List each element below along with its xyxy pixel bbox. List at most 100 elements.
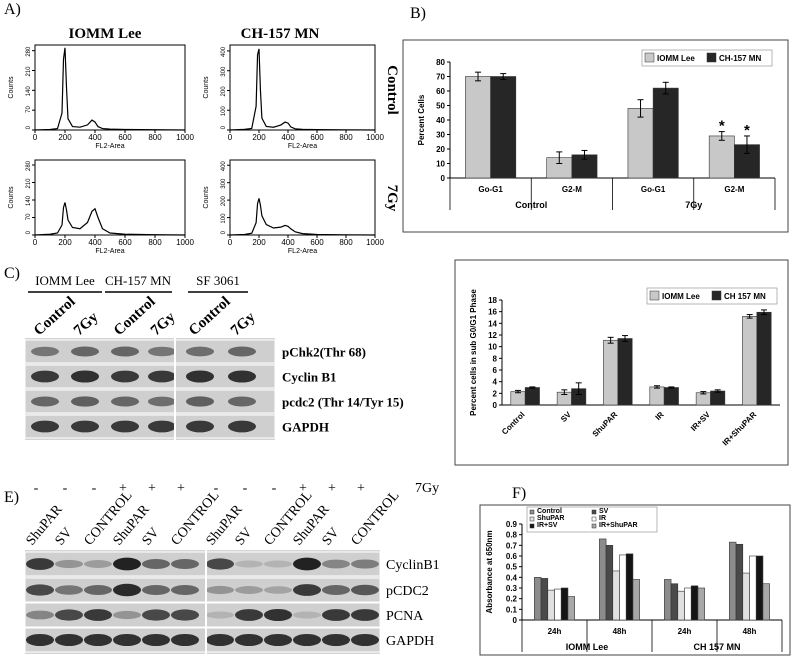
histogram-line — [229, 48, 376, 131]
treatment-sign: - — [243, 481, 248, 496]
band — [55, 559, 83, 569]
legend-label: SV — [599, 508, 609, 515]
x-axis-label: FL2-Area — [95, 248, 124, 255]
band — [142, 585, 170, 595]
bar — [627, 108, 654, 179]
band — [206, 558, 234, 570]
band — [26, 558, 54, 570]
plot-frame — [229, 159, 376, 236]
y-tick-label: 12 — [488, 331, 497, 340]
group-title: CH-157 MN — [105, 273, 172, 288]
x-tick-label: 600 — [118, 238, 132, 247]
x-tick-label: 1000 — [176, 133, 194, 142]
y-tick-label: 70 — [436, 73, 445, 82]
bar — [735, 543, 744, 621]
y-tick-label: 60 — [436, 87, 445, 96]
bar — [652, 87, 679, 179]
x-axis-label: FL2-Area — [288, 248, 317, 255]
band — [55, 585, 83, 595]
legend-swatch — [649, 290, 660, 301]
y-axis-label: Counts — [8, 186, 15, 209]
error-bar — [718, 131, 725, 141]
y-tick-label: 0.4 — [506, 573, 518, 582]
band — [55, 633, 83, 647]
bar — [649, 386, 665, 406]
x-tick-label: 800 — [148, 238, 162, 247]
x-tick-label: 600 — [118, 133, 132, 142]
y-tick-label: 8 — [493, 354, 498, 363]
legend-label: IR+ShuPAR — [599, 522, 638, 529]
y-tick-label: 70 — [26, 106, 32, 113]
x-tick-label: 1000 — [366, 133, 384, 142]
y-tick-label: 0 — [221, 230, 227, 234]
error-bar — [556, 151, 563, 164]
bar — [742, 572, 750, 621]
band — [228, 396, 256, 407]
plot-frame — [34, 44, 186, 131]
group-label: Control — [515, 200, 547, 210]
y-tick-label: 210 — [26, 178, 32, 189]
legend-swatch — [529, 516, 535, 522]
error-bar — [746, 314, 753, 319]
band — [148, 346, 176, 357]
row-title: 7Gy — [384, 185, 400, 212]
bar — [617, 338, 633, 406]
band-label: CyclinB1 — [386, 558, 440, 573]
error-bar — [761, 309, 768, 316]
y-tick-label: 0.9 — [506, 520, 518, 529]
band — [148, 420, 176, 433]
band — [293, 557, 321, 571]
x-tick-label: 400 — [88, 133, 102, 142]
y-tick-label: 0 — [26, 230, 32, 234]
y-tick-label: 0 — [441, 174, 446, 183]
x-tick-label: 200 — [252, 238, 266, 247]
y-tick-label: 80 — [436, 58, 445, 67]
band — [148, 370, 176, 383]
band — [171, 609, 199, 621]
group-label: IOMM Lee — [566, 642, 609, 652]
treatment-sign: - — [34, 481, 39, 496]
error-bar — [662, 81, 669, 95]
x-tick-label: 48h — [613, 627, 627, 636]
legend-swatch — [706, 52, 717, 63]
legend-label: CH 157 MN — [724, 292, 766, 301]
legend-swatch — [529, 523, 535, 529]
y-tick-label: 70 — [26, 213, 32, 220]
bar — [465, 76, 491, 179]
y-tick-label: 18 — [488, 296, 497, 305]
band — [71, 396, 99, 407]
bar — [756, 311, 772, 406]
band — [111, 420, 139, 433]
y-tick-label: 20 — [436, 145, 445, 154]
band — [84, 560, 112, 568]
y-tick-label: 200 — [221, 195, 227, 206]
bar — [547, 589, 555, 621]
x-tick-label: 200 — [58, 133, 72, 142]
band-label: PCNA — [386, 609, 424, 624]
x-tick-label: 0 — [228, 238, 233, 247]
y-tick-label: 140 — [26, 195, 32, 206]
band — [186, 420, 214, 433]
error-bar — [475, 71, 482, 82]
bar — [554, 588, 562, 621]
group-label: 7Gy — [685, 200, 702, 210]
band — [113, 633, 141, 647]
bar — [534, 577, 542, 621]
y-tick-label: 280 — [26, 46, 32, 57]
legend-swatch — [591, 523, 597, 529]
histogram-line — [34, 47, 186, 131]
x-tick-label: 800 — [339, 133, 353, 142]
band-label: Cyclin B1 — [282, 370, 337, 385]
x-tick-label: Go-G1 — [641, 185, 666, 194]
legend-label: ShuPAR — [537, 515, 564, 522]
band — [84, 585, 112, 595]
y-axis-label: Percent cells in sub G0/G1 Phase — [469, 289, 478, 416]
band — [235, 609, 263, 621]
bar — [729, 541, 737, 621]
panel-label: E) — [4, 489, 19, 506]
bar — [677, 590, 685, 621]
treatment-sign: - — [92, 481, 97, 496]
band — [264, 586, 292, 594]
y-tick-label: 0.7 — [506, 541, 518, 550]
bar — [612, 570, 620, 621]
